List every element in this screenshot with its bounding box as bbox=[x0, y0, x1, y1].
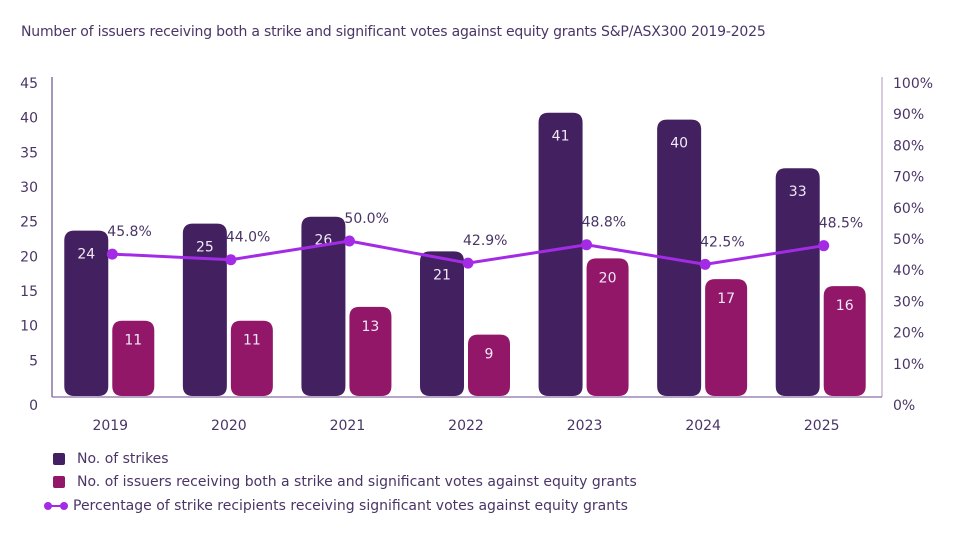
bar-issuers bbox=[349, 306, 392, 396]
bar-issuers bbox=[586, 258, 629, 396]
left-tick-label: 45 bbox=[20, 76, 38, 92]
right-tick-label: 30% bbox=[893, 294, 924, 310]
right-tick-label: 10% bbox=[893, 357, 924, 373]
right-tick-label: 0% bbox=[893, 398, 915, 414]
bar-strikes bbox=[657, 119, 702, 397]
percentage-point bbox=[225, 254, 237, 266]
x-tick-label: 2024 bbox=[685, 418, 721, 434]
bar-strikes-label: 40 bbox=[670, 136, 688, 152]
left-tick-label: 5 bbox=[29, 353, 38, 369]
percentage-point bbox=[462, 257, 474, 269]
percentage-point bbox=[699, 258, 711, 270]
bar-issuers-label: 17 bbox=[717, 291, 735, 307]
bar-issuers bbox=[112, 320, 155, 396]
percentage-label: 42.9% bbox=[463, 233, 507, 249]
bar-strikes-label: 41 bbox=[552, 129, 570, 145]
bar-strikes bbox=[420, 251, 464, 396]
bar-issuers bbox=[468, 334, 510, 396]
left-tick-label: 35 bbox=[20, 145, 38, 161]
left-tick-label: 0 bbox=[29, 398, 38, 414]
bar-strikes bbox=[538, 112, 583, 396]
left-tick-label: 30 bbox=[20, 180, 38, 196]
bar-issuers-label: 11 bbox=[124, 333, 142, 349]
left-tick-label: 10 bbox=[20, 319, 38, 335]
bar-strikes bbox=[64, 230, 109, 396]
bar-strikes-label: 33 bbox=[789, 184, 807, 200]
left-tick-label: 25 bbox=[20, 215, 38, 231]
percentage-point bbox=[581, 239, 593, 251]
bar-issuers bbox=[705, 279, 748, 396]
right-tick-label: 100% bbox=[893, 76, 933, 92]
legend-line-marker-icon bbox=[44, 501, 68, 511]
bar-strikes bbox=[775, 168, 820, 396]
bar-strikes bbox=[301, 216, 346, 396]
legend-label-strikes: No. of strikes bbox=[77, 450, 169, 467]
percentage-label: 45.8% bbox=[107, 224, 151, 240]
legend-swatch-strikes bbox=[53, 452, 65, 465]
right-tick-label: 20% bbox=[893, 326, 924, 342]
left-tick-label: 40 bbox=[20, 111, 38, 127]
legend-item-percentage: Percentage of strike recipients receivin… bbox=[44, 494, 637, 518]
legend-label-percentage: Percentage of strike recipients receivin… bbox=[73, 497, 628, 514]
bar-strikes-label: 21 bbox=[433, 267, 451, 283]
bar-strikes-label: 25 bbox=[196, 240, 214, 256]
legend-label-issuers: No. of issuers receiving both a strike a… bbox=[77, 474, 637, 491]
percentage-label: 50.0% bbox=[344, 211, 388, 227]
x-tick-label: 2022 bbox=[448, 418, 484, 434]
right-tick-label: 70% bbox=[893, 170, 924, 186]
percentage-label: 48.5% bbox=[819, 216, 863, 232]
x-tick-label: 2021 bbox=[330, 418, 366, 434]
bar-issuers bbox=[230, 320, 273, 396]
bar-strikes bbox=[182, 223, 227, 396]
bar-issuers-label: 20 bbox=[599, 270, 617, 286]
legend-item-issuers: No. of issuers receiving both a strike a… bbox=[50, 471, 637, 495]
x-tick-label: 2019 bbox=[92, 418, 128, 434]
percentage-label: 48.8% bbox=[582, 215, 626, 231]
right-tick-label: 60% bbox=[893, 201, 924, 217]
bar-issuers-label: 16 bbox=[836, 298, 854, 314]
x-tick-label: 2023 bbox=[567, 418, 603, 434]
right-tick-label: 90% bbox=[893, 107, 924, 123]
bar-issuers-label: 13 bbox=[362, 319, 380, 335]
bar-issuers-label: 11 bbox=[243, 333, 261, 349]
legend-item-strikes: No. of strikes bbox=[50, 447, 637, 471]
percentage-point bbox=[106, 248, 118, 260]
legend: No. of strikes No. of issuers receiving … bbox=[44, 447, 637, 518]
bar-issuers bbox=[823, 286, 866, 396]
right-tick-label: 50% bbox=[893, 232, 924, 248]
left-tick-label: 20 bbox=[20, 249, 38, 265]
x-tick-label: 2025 bbox=[804, 418, 840, 434]
chart-title: Number of issuers receiving both a strik… bbox=[21, 24, 766, 40]
right-tick-label: 40% bbox=[893, 263, 924, 279]
x-tick-label: 2020 bbox=[211, 418, 247, 434]
bar-issuers-label: 9 bbox=[485, 347, 494, 363]
right-tick-label: 80% bbox=[893, 138, 924, 154]
left-tick-label: 15 bbox=[20, 284, 38, 300]
percentage-point bbox=[343, 235, 355, 247]
legend-swatch-issuers bbox=[53, 476, 65, 489]
percentage-point bbox=[818, 240, 830, 252]
percentage-label: 44.0% bbox=[226, 230, 270, 246]
percentage-label: 42.5% bbox=[700, 234, 744, 250]
bar-strikes-label: 24 bbox=[77, 247, 95, 263]
